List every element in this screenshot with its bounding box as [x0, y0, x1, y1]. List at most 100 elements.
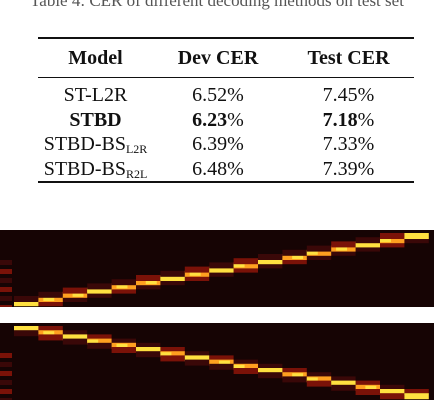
heatmap-hot-cell	[116, 343, 128, 348]
heatmap-hot-cell	[365, 242, 377, 247]
heatmap-hot-cell	[145, 280, 157, 285]
heatmap-cell	[209, 355, 234, 362]
percent-sign: %	[227, 108, 244, 131]
heatmap-cell	[38, 334, 63, 341]
heatmap-row-marker	[0, 362, 12, 367]
heatmap-hot-cell	[160, 352, 172, 357]
heatmap-hot-cell	[14, 327, 25, 331]
heatmap-cell	[111, 338, 136, 345]
dev-cer-cell: 6.48%	[153, 157, 283, 183]
heatmap-hot-cell	[87, 339, 99, 344]
heatmap-cell	[209, 270, 234, 277]
heatmap-peak-cell	[87, 338, 112, 345]
heatmap-peak-cell	[306, 376, 332, 383]
table-row: STBD 6.23% 7.18%	[38, 108, 414, 133]
heatmap-cell	[111, 279, 136, 286]
test-cer-cell: 7.39%	[283, 157, 414, 183]
heatmap-hot-cell	[409, 394, 421, 399]
heatmap-hot-cell	[14, 301, 25, 306]
percent-sign: %	[357, 108, 375, 131]
heatmap-cell	[87, 342, 112, 349]
heatmap-row-marker	[0, 380, 12, 385]
heatmap-cell	[136, 283, 161, 290]
table-body: ST-L2R 6.52% 7.45% STBD 6.23% 7.18% STBD…	[38, 78, 414, 183]
test-cer-value: 7.18	[322, 108, 358, 131]
heatmap-cell	[355, 389, 380, 395]
heatmap-peak-cell	[380, 237, 405, 244]
heatmap-peak-cell	[233, 363, 258, 370]
heatmap-hot-cell	[72, 335, 84, 340]
heatmap-cell	[380, 384, 405, 391]
heatmap-cell	[404, 389, 429, 395]
heatmap-hot-cell	[409, 234, 421, 238]
heatmap-cell	[111, 347, 136, 353]
heatmap-cell	[355, 380, 380, 387]
heatmap-cell	[331, 384, 356, 391]
heatmap-cell	[62, 338, 88, 345]
heatmap-cell	[184, 359, 210, 366]
percent-sign: %	[227, 84, 244, 107]
heatmap-cell	[282, 258, 307, 265]
heatmap-row-marker	[0, 371, 12, 376]
heatmap-peak-cell	[160, 275, 185, 281]
heatmap-cell	[184, 266, 210, 273]
percent-sign: %	[227, 157, 244, 180]
model-name: ST-L2R	[63, 84, 128, 107]
header-test-cer: Test CER	[307, 46, 390, 69]
heatmap-cell	[38, 300, 63, 307]
heatmap-cell	[404, 237, 429, 244]
heatmap-cell	[38, 326, 63, 332]
model-cell: STBD-BSL2R	[38, 132, 153, 157]
heatmap-hot-cell	[189, 271, 201, 276]
heatmap-row-marker	[0, 287, 12, 292]
heatmap-hot-cell	[87, 288, 99, 293]
table-header-row: Model Dev CER Test CER	[38, 38, 414, 78]
model-cell: STBD-BSR2L	[38, 157, 153, 183]
heatmap-hot-cell	[218, 360, 230, 365]
model-subscript: L2R	[125, 142, 148, 157]
dev-cer-cell: 6.23%	[153, 108, 283, 133]
heatmap-hot-cell	[160, 276, 172, 280]
test-cer-value: 7.33	[322, 133, 358, 156]
model-subscript: R2L	[125, 166, 148, 181]
heatmap-cell	[306, 380, 332, 387]
heatmap-hot-cell	[306, 377, 318, 382]
table-row: STBD-BSR2L 6.48% 7.39%	[38, 157, 414, 183]
heatmap-cell	[38, 291, 63, 298]
heatmap-cell	[184, 351, 210, 358]
test-cer-cell: 7.45%	[283, 78, 414, 108]
heatmap-hot-cell	[292, 373, 304, 378]
heatmap-row-marker	[0, 353, 12, 358]
caption-fragment: Table 4: CER of different decoding metho…	[30, 0, 404, 10]
attention-heatmap-top	[0, 230, 434, 307]
heatmap-hot-cell	[365, 385, 377, 390]
heatmap-hot-cell	[380, 238, 391, 243]
heatmap-hot-cell	[189, 356, 201, 361]
heatmap-cell	[331, 241, 356, 248]
heatmap-cell	[62, 296, 88, 302]
table-row: STBD-BSL2R 6.39% 7.33%	[38, 132, 414, 157]
heatmap-cell	[209, 363, 234, 370]
heatmap-peak-cell	[233, 262, 258, 269]
heatmap-row-marker	[0, 389, 12, 394]
heatmap-peak-cell	[87, 287, 112, 294]
heatmap-hot-cell	[233, 364, 245, 369]
heatmap-row-marker	[0, 305, 12, 307]
heatmap-hot-cell	[145, 348, 157, 352]
heatmap-cell	[331, 249, 356, 256]
heatmap-cell	[160, 355, 185, 362]
heatmap-cell	[136, 351, 161, 358]
percent-sign: %	[357, 133, 375, 156]
dev-cer-value: 6.39	[192, 133, 228, 156]
heatmap-cell	[258, 372, 283, 379]
heatmap-cell	[111, 287, 136, 294]
heatmap-hot-cell	[306, 250, 318, 255]
header-dev-cer: Dev CER	[177, 46, 259, 69]
header-model: Model	[68, 46, 123, 69]
heatmap-peak-cell	[14, 300, 39, 307]
heatmap-hot-cell	[116, 284, 128, 289]
heatmap-cell	[258, 363, 283, 370]
heatmap-row-marker	[0, 260, 12, 265]
heatmap-cell	[331, 376, 356, 383]
heatmap-peak-cell	[380, 389, 405, 395]
